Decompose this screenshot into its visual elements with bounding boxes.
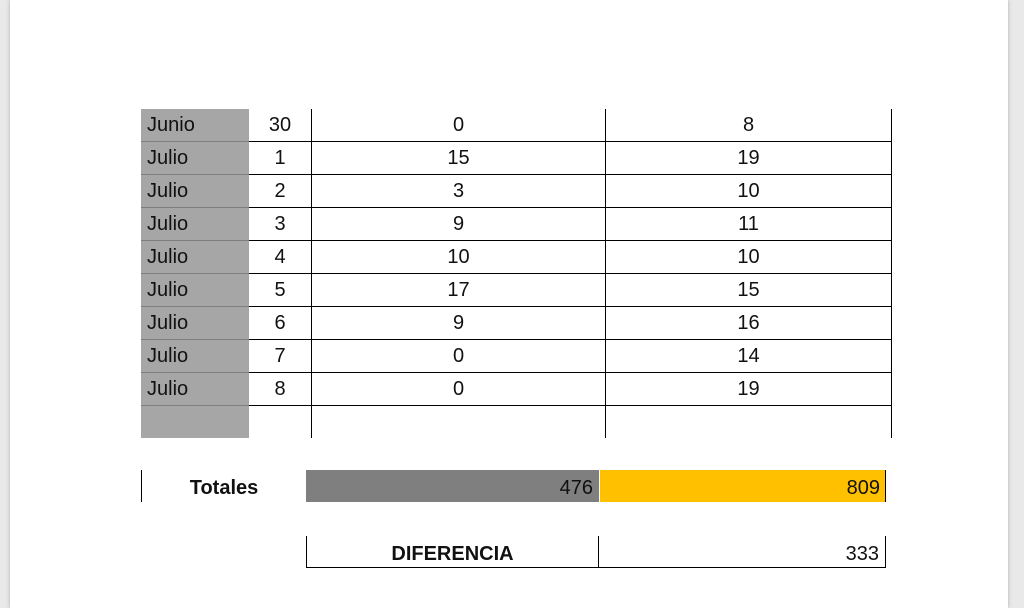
value-a-cell[interactable]: 17	[311, 273, 606, 307]
day-cell[interactable]: 3	[249, 207, 312, 241]
table-row: Julio 4 10 10	[141, 240, 892, 274]
difference-value[interactable]: 333	[599, 536, 886, 568]
table-row: Julio 5 17 15	[141, 273, 892, 307]
value-b-cell[interactable]: 15	[605, 273, 892, 307]
total-a-cell[interactable]: 476	[306, 470, 599, 502]
value-b-cell[interactable]: 19	[605, 372, 892, 406]
value-b-cell[interactable]: 11	[605, 207, 892, 241]
day-cell[interactable]: 4	[249, 240, 312, 274]
value-a-cell[interactable]: 9	[311, 306, 606, 340]
day-cell[interactable]: 6	[249, 306, 312, 340]
data-table: Junio 30 0 8 Julio 1 15 19 Julio 2 3 10 …	[141, 109, 892, 438]
value-a-cell[interactable]: 0	[311, 339, 606, 373]
month-cell[interactable]: Julio	[141, 174, 249, 208]
month-cell[interactable]: Julio	[141, 141, 249, 175]
day-cell[interactable]: 8	[249, 372, 312, 406]
table-row	[141, 405, 892, 438]
value-b-cell[interactable]	[605, 405, 892, 438]
totals-divider	[141, 470, 142, 502]
value-a-cell[interactable]: 0	[311, 372, 606, 406]
value-a-cell[interactable]	[311, 405, 606, 438]
table-row: Junio 30 0 8	[141, 109, 892, 142]
value-b-cell[interactable]: 19	[605, 141, 892, 175]
table-row: Julio 1 15 19	[141, 141, 892, 175]
table-row: Julio 6 9 16	[141, 306, 892, 340]
value-a-cell[interactable]: 9	[311, 207, 606, 241]
table-row: Julio 2 3 10	[141, 174, 892, 208]
month-cell[interactable]: Julio	[141, 240, 249, 274]
difference-label[interactable]: DIFERENCIA	[306, 536, 599, 568]
value-a-cell[interactable]: 10	[311, 240, 606, 274]
month-cell[interactable]: Julio	[141, 339, 249, 373]
month-cell[interactable]: Julio	[141, 306, 249, 340]
day-cell[interactable]: 2	[249, 174, 312, 208]
day-cell[interactable]	[249, 405, 312, 438]
totals-label[interactable]: Totales	[189, 477, 259, 499]
month-cell[interactable]: Julio	[141, 207, 249, 241]
month-cell[interactable]: Julio	[141, 273, 249, 307]
value-a-cell[interactable]: 15	[311, 141, 606, 175]
value-b-cell[interactable]: 10	[605, 174, 892, 208]
month-cell[interactable]: Julio	[141, 372, 249, 406]
value-b-cell[interactable]: 8	[605, 109, 892, 142]
day-cell[interactable]: 5	[249, 273, 312, 307]
day-cell[interactable]: 1	[249, 141, 312, 175]
value-a-cell[interactable]: 3	[311, 174, 606, 208]
value-b-cell[interactable]: 14	[605, 339, 892, 373]
day-cell[interactable]: 7	[249, 339, 312, 373]
total-b-cell[interactable]: 809	[600, 470, 886, 502]
table-row: Julio 7 0 14	[141, 339, 892, 373]
value-b-cell[interactable]: 10	[605, 240, 892, 274]
value-b-cell[interactable]: 16	[605, 306, 892, 340]
table-row: Julio 3 9 11	[141, 207, 892, 241]
day-cell[interactable]: 30	[249, 109, 312, 142]
value-a-cell[interactable]: 0	[311, 109, 606, 142]
month-cell[interactable]: Junio	[141, 109, 249, 142]
table-row: Julio 8 0 19	[141, 372, 892, 406]
month-cell[interactable]	[141, 405, 249, 438]
